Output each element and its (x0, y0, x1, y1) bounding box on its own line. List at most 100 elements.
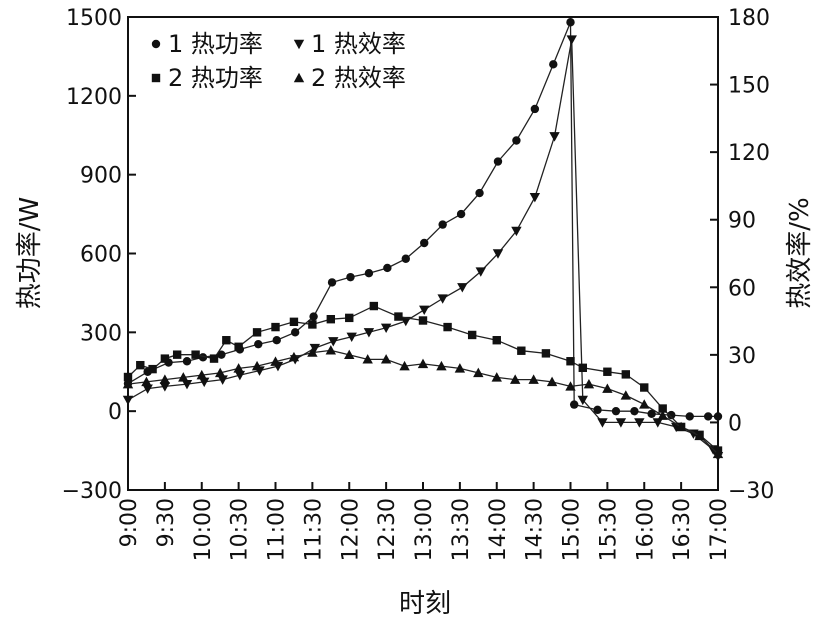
x-tick-label: 12:30 (375, 498, 400, 561)
series-1-thermal-power-point (493, 157, 503, 166)
x-tick-label: 10:30 (228, 498, 253, 561)
x-tick-label: 14:30 (523, 498, 548, 561)
series-1-thermal-efficiency-point (566, 35, 577, 45)
series-2-thermal-power-point (234, 342, 243, 351)
series-2-thermal-power-point (345, 313, 354, 323)
series-2-thermal-efficiency-point (473, 367, 484, 378)
series-1-thermal-power-point (327, 278, 337, 287)
series-1-thermal-efficiency-point (181, 379, 193, 390)
series-2-thermal-efficiency-point (399, 360, 410, 371)
y-right-tick-label: 90 (728, 209, 756, 234)
series-1-thermal-efficiency-point (652, 418, 663, 428)
series-2-thermal-efficiency-point (325, 345, 337, 355)
x-tick-label: 12:00 (338, 498, 363, 561)
series-1-thermal-efficiency-point (634, 418, 645, 428)
series-1-thermal-efficiency-point (122, 395, 134, 406)
series-1-thermal-power-point (420, 238, 429, 248)
legend-item: 1 热功率 (151, 30, 263, 58)
axes: −300030060090012001500−30030609012015018… (62, 6, 775, 561)
x-tick-label: 16:30 (670, 498, 695, 561)
series-1-thermal-power-point (512, 136, 521, 145)
series-1-thermal-power-point (475, 188, 484, 198)
legend-marker (293, 39, 305, 50)
y-right-tick-label: 180 (728, 6, 770, 31)
series-1-thermal-efficiency-point (437, 294, 448, 304)
x-tick-label: 9:00 (117, 498, 142, 547)
series-2-thermal-efficiency-point (362, 354, 373, 364)
series-2-thermal-power-point (252, 328, 262, 337)
series-1-thermal-efficiency-point (400, 316, 411, 327)
series-2-thermal-efficiency-point (712, 448, 724, 459)
series-1-thermal-efficiency-point (142, 384, 153, 394)
legend-item: 1 热效率 (293, 30, 406, 58)
series-2-thermal-efficiency-point (178, 372, 189, 382)
series-2-thermal-efficiency-point (270, 356, 281, 366)
series-1-thermal-power-point (569, 400, 579, 409)
series-2-thermal-power-point (160, 354, 170, 363)
series-2-thermal-power-point (369, 301, 379, 311)
series-layer (122, 18, 724, 462)
series-1-thermal-power-point (630, 406, 639, 416)
series-1-thermal-power-point (383, 263, 392, 273)
legend-label: 1 热功率 (168, 30, 263, 58)
series-1-thermal-efficiency-point (615, 418, 627, 428)
series-2-thermal-efficiency-point (307, 347, 318, 357)
series-2-thermal-efficiency-point (509, 374, 521, 384)
series-2-thermal-power-point (418, 316, 428, 325)
series-2-thermal-efficiency-point (251, 360, 263, 371)
series-1-thermal-power-point (364, 269, 374, 278)
series-1-thermal-efficiency-point (217, 375, 228, 385)
series-1-thermal-power-point (272, 336, 281, 345)
series-1-thermal-efficiency-point (328, 337, 339, 347)
series-1-thermal-power-point (647, 409, 656, 418)
legend-marker (293, 72, 305, 83)
y-right-tick-label: 60 (728, 276, 756, 301)
series-1-thermal-power-point (346, 272, 355, 282)
y-right-tick-label: −30 (728, 479, 774, 504)
series-1-thermal-power-point (290, 328, 300, 337)
series-1-thermal-efficiency (122, 35, 724, 462)
series-1-thermal-power-point (182, 357, 192, 366)
y-left-tick-label: 1500 (66, 6, 122, 31)
series-1-thermal-efficiency-point (309, 343, 321, 354)
series-2-thermal-efficiency-point (583, 378, 595, 389)
series-2-thermal-power-point (148, 364, 157, 374)
series-2-thermal-power-point (326, 314, 336, 324)
series-1-thermal-efficiency-point (492, 249, 504, 259)
series-2-thermal-efficiency-point (288, 351, 300, 362)
series-2-thermal-efficiency-point (233, 363, 244, 373)
series-2-thermal-power-point (658, 404, 667, 413)
series-1-thermal-power-point (309, 312, 318, 321)
y-left-tick-label: 900 (80, 164, 122, 189)
y-right-tick-label: 0 (728, 411, 742, 436)
series-2-thermal-efficiency-point (196, 369, 207, 380)
series-1-thermal-power-point (217, 350, 226, 359)
series-2-thermal-power-point (492, 336, 501, 345)
x-tick-label: 14:00 (486, 498, 511, 561)
series-1-thermal-efficiency-line (127, 39, 719, 457)
series-2-thermal-efficiency-point (528, 374, 539, 384)
series-1-thermal-efficiency-point (577, 395, 588, 406)
series-2-thermal-power (123, 301, 723, 455)
y-right-tick-label: 150 (728, 74, 770, 99)
series-2-thermal-efficiency-point (675, 421, 687, 432)
series-2-thermal-efficiency-point (602, 383, 613, 393)
series-2-thermal-power-point (191, 350, 200, 359)
series-2-thermal-power-point (136, 360, 145, 370)
series-1-thermal-power-point (667, 410, 676, 420)
series-1-thermal-power-point (254, 339, 263, 349)
series-2-thermal-efficiency (122, 345, 724, 459)
series-1-thermal-power-point (703, 412, 713, 421)
series-2-thermal-power-point (578, 363, 587, 373)
series-2-thermal-power-point (123, 372, 133, 382)
series-1-thermal-power-line (127, 22, 718, 418)
y-axis-left-title: 热功率/W (15, 197, 45, 309)
series-2-thermal-power-point (271, 322, 280, 332)
series-2-thermal-efficiency-point (436, 360, 447, 371)
x-tick-label: 13:30 (449, 498, 474, 561)
legend-item: 2 热效率 (293, 64, 406, 92)
y-left-tick-label: −300 (62, 479, 122, 504)
series-2-thermal-power-point (467, 330, 477, 340)
